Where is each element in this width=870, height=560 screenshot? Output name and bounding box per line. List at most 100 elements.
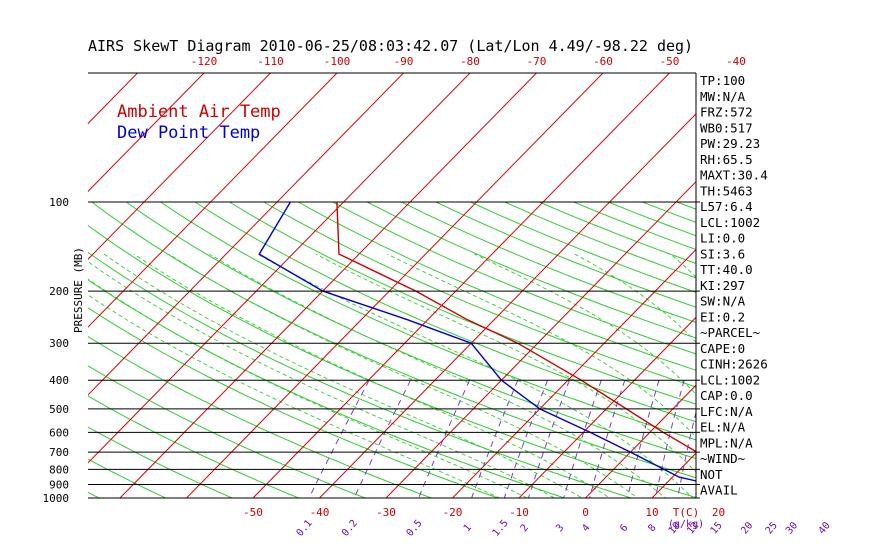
bottom-temp-label: -40 [310,506,330,519]
dew-point-temp-line [258,201,696,482]
tick-labels: 1002003004005006007008009001000PRESSURE … [43,55,833,539]
top-temp-label: -110 [257,55,284,68]
top-temp-label: -60 [593,55,613,68]
x-axis-label: T(C) [673,506,700,519]
mixing-ratio-line [563,380,602,498]
moist-adiabat [168,253,639,498]
mixing-ratio-line [827,380,838,504]
index-item: KI:297 [700,278,745,293]
mixing-ratio-label: 3 [554,523,566,535]
index-item: CAP:0.0 [700,388,753,403]
index-item: CINH:2626 [700,357,768,372]
bottom-temp-label: -20 [443,506,463,519]
isotherm [185,73,604,498]
bottom-temp-label: 0 [582,506,589,519]
legend-dew-point-temp: Dew Point Temp [117,123,260,143]
dry-adiabat [504,201,696,279]
dry-adiabat [91,201,696,479]
index-item: TP:100 [700,73,745,88]
pressure-tick-label: 900 [49,478,69,491]
pressure-tick-label: 600 [49,426,69,439]
mixing-ratio-line [471,380,519,498]
dry-adiabat [88,395,300,498]
mixing-ratio-line [677,410,696,498]
index-item: WB0:517 [700,120,753,135]
mixing-ratio-line [308,379,370,498]
index-item: EI:0.2 [700,309,745,324]
dry-adiabat [815,202,870,504]
pressure-tick-label: 800 [49,463,69,476]
dry-adiabat [849,202,870,504]
mixing-ratio-label: 6 [618,523,630,535]
mixing-ratio-line [589,380,626,498]
dry-adiabat [470,201,696,293]
index-item: AVAIL [700,483,738,498]
top-temp-label: -80 [460,55,480,68]
chart-title: AIRS SkewT Diagram 2010-06-25/08:03:42.0… [88,37,693,55]
mixing-ratio-label: 0.1 [295,518,315,539]
mixing-ratio-line [626,380,660,498]
isotherm [518,316,696,498]
pressure-tick-label: 200 [49,285,69,298]
mixing-ratio-label: 4 [580,523,592,535]
bottom-temp-label: -10 [509,506,529,519]
dry-adiabat [88,307,500,498]
index-item: LCL:1002 [700,215,760,230]
mixing-ratio-label: 0.2 [340,518,360,539]
legend-ambient-air-temp: Ambient Air Temp [117,102,281,122]
dry-adiabat [366,201,696,339]
index-item: SW:N/A [700,294,746,309]
isotherm [830,60,870,520]
y-axis-label: PRESSURE (MB) [72,247,85,333]
index-item: L57:6.4 [700,199,753,214]
bottom-temp-label: 10 [645,506,658,519]
dry-adiabat [88,224,696,498]
dry-adiabat [263,201,696,388]
isotherm [385,180,696,498]
dry-adiabat [746,202,870,504]
dry-adiabat [88,458,167,498]
mixing-ratio-line [794,380,809,504]
pressure-tick-label: 300 [49,337,69,350]
dry-adiabat [780,202,870,504]
profile-series [258,201,696,482]
index-item: MAXT:30.4 [700,168,768,183]
mixing-ratio-label: 8 [646,523,658,535]
mixing-ratio-line [654,380,685,498]
dry-adiabat [194,201,696,423]
isotherm [584,384,696,498]
isotherm [88,73,405,396]
mixing-ratio-line [418,379,471,498]
dry-adiabat [88,365,367,498]
dry-adiabat [88,426,234,498]
stability-indices: TP:100MW:N/AFRZ:572WB0:517PW:29.23RH:65.… [700,73,768,498]
top-temp-label: -100 [324,55,351,68]
index-item: EL:N/A [700,420,746,435]
bottom-temp-label: 20 [712,506,725,519]
dry-adiabat [332,201,696,355]
mixing-ratio-label: 30 [784,520,800,536]
index-item: CAPE:0 [700,341,745,356]
dry-adiabat [298,201,696,371]
isotherm [763,60,870,520]
mixing-ratio-label: 20 [739,520,755,536]
mixing-ratio-label: 1.5 [491,518,511,539]
isotherm [88,73,205,193]
index-item: RH:65.5 [700,152,753,167]
isotherm [119,73,538,498]
isotherm [88,73,272,260]
index-item: ~PARCEL~ [700,325,760,340]
index-item: NOT [700,467,723,482]
index-item: PW:29.23 [700,136,760,151]
index-item: ~WIND~ [700,451,745,466]
pressure-tick-label: 500 [49,403,69,416]
index-item: LI:0.0 [700,231,745,246]
dry-adiabat [88,251,633,498]
mixing-ratio-unit: (g/kg) [668,519,704,530]
mixing-ratio-label: 1 [462,523,474,535]
pressure-tick-label: 1000 [43,492,70,505]
mixing-ratio-line [503,380,549,498]
isotherm [88,73,338,328]
pressure-tick-label: 400 [49,374,69,387]
dry-adiabat [88,335,434,498]
